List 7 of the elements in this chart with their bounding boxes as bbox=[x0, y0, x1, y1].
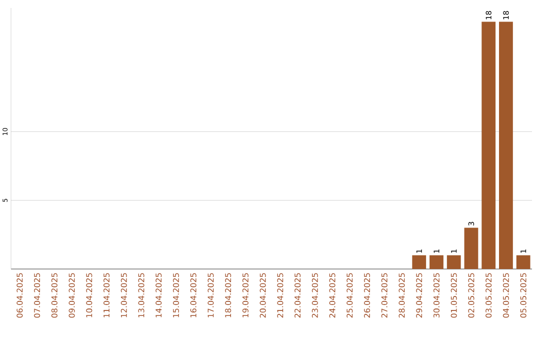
bar bbox=[430, 255, 444, 269]
bar bbox=[412, 255, 426, 269]
bar bbox=[464, 228, 478, 269]
bar bbox=[446, 255, 461, 269]
bar bbox=[499, 22, 513, 269]
bar bbox=[482, 22, 496, 269]
bar bbox=[516, 255, 530, 269]
